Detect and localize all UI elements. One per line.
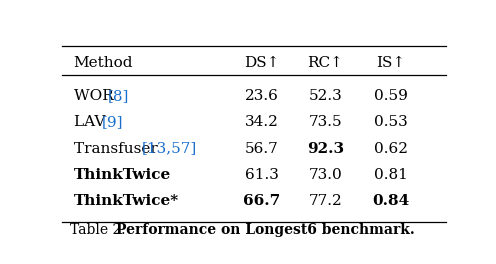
Text: Transfuser: Transfuser — [73, 142, 162, 155]
Text: [9]: [9] — [102, 115, 123, 129]
Text: 92.3: 92.3 — [307, 142, 344, 155]
Text: Table 2.: Table 2. — [69, 224, 129, 238]
Text: 0.81: 0.81 — [373, 168, 408, 182]
Text: LAV: LAV — [73, 115, 110, 129]
Text: Performance on Longest6 benchmark.: Performance on Longest6 benchmark. — [116, 224, 415, 238]
Text: [8]: [8] — [108, 89, 129, 103]
Text: IS↑: IS↑ — [376, 56, 405, 70]
Text: [13,57]: [13,57] — [142, 142, 197, 155]
Text: ThinkTwice*: ThinkTwice* — [73, 194, 179, 208]
Text: 23.6: 23.6 — [245, 89, 279, 103]
Text: 66.7: 66.7 — [243, 194, 281, 208]
Text: 0.53: 0.53 — [374, 115, 408, 129]
Text: 0.62: 0.62 — [373, 142, 408, 155]
Text: 73.0: 73.0 — [309, 168, 342, 182]
Text: 52.3: 52.3 — [309, 89, 342, 103]
Text: 56.7: 56.7 — [245, 142, 279, 155]
Text: DS↑: DS↑ — [244, 56, 280, 70]
Text: WOR: WOR — [73, 89, 118, 103]
Text: RC↑: RC↑ — [308, 56, 343, 70]
Text: 61.3: 61.3 — [245, 168, 279, 182]
Text: 77.2: 77.2 — [309, 194, 342, 208]
Text: 0.84: 0.84 — [372, 194, 409, 208]
Text: 0.59: 0.59 — [373, 89, 408, 103]
Text: 73.5: 73.5 — [309, 115, 342, 129]
Text: 34.2: 34.2 — [245, 115, 279, 129]
Text: Method: Method — [73, 56, 133, 70]
Text: ThinkTwice: ThinkTwice — [73, 168, 171, 182]
